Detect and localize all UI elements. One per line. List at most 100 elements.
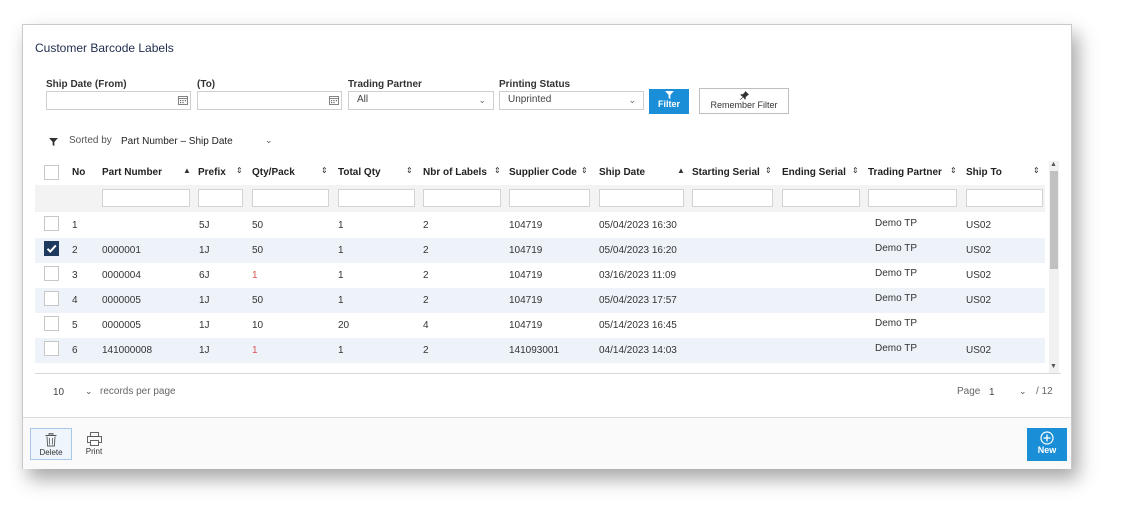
cell-no: 4: [72, 295, 78, 306]
sort-icon[interactable]: ⇕: [765, 166, 772, 175]
row-checkbox[interactable]: [44, 266, 59, 281]
cell-prefix: 1J: [199, 245, 210, 256]
col-nbr-of-labels[interactable]: Nbr of Labels: [423, 167, 487, 178]
sort-asc-icon[interactable]: ▲: [677, 166, 685, 175]
filter-part-number-input[interactable]: [102, 189, 190, 207]
cell-trading-partner: Demo TP: [875, 268, 918, 279]
sort-icon[interactable]: ⇕: [1033, 166, 1040, 175]
cell-supplier-code: 104719: [509, 270, 543, 281]
printer-icon: [86, 432, 102, 446]
sort-icon[interactable]: ⇕: [852, 166, 859, 175]
row-checkbox[interactable]: [44, 216, 59, 231]
col-part-number[interactable]: Part Number: [102, 167, 163, 178]
cell-nbr-labels: 4: [423, 320, 429, 331]
delete-label: Delete: [39, 448, 63, 457]
filter-trading-partner-input[interactable]: [868, 189, 957, 207]
print-label: Print: [85, 447, 103, 456]
col-total-qty[interactable]: Total Qty: [338, 167, 381, 178]
remember-filter-button[interactable]: Remember Filter: [699, 88, 789, 114]
trading-partner-select[interactable]: All ⌄: [348, 91, 494, 110]
cell-qty-pack: 50: [252, 295, 264, 306]
scroll-down-icon[interactable]: ▼: [1050, 363, 1057, 370]
select-all-checkbox[interactable]: [44, 165, 59, 180]
row-checkbox[interactable]: [44, 291, 59, 306]
cell-part-number: 0000004: [102, 270, 141, 281]
ship-date-to-input[interactable]: [197, 91, 342, 110]
new-button[interactable]: New: [1027, 428, 1067, 461]
chevron-down-icon[interactable]: ⌄: [265, 135, 273, 145]
column-filter-row: [35, 185, 1045, 212]
cell-ship-to: US02: [966, 270, 992, 281]
cell-total-qty: 1: [338, 220, 344, 231]
page-size-select[interactable]: 10 ⌄: [53, 386, 93, 398]
filter-qty-pack-input[interactable]: [252, 189, 329, 207]
records-per-page-label: records per page: [100, 386, 176, 397]
sort-icon[interactable]: ⇕: [406, 166, 413, 175]
col-qty-pack[interactable]: Qty/Pack: [252, 167, 295, 178]
filter-button[interactable]: Filter: [649, 89, 689, 114]
cell-supplier-code: 104719: [509, 320, 543, 331]
filter-nbr-labels-input[interactable]: [423, 189, 501, 207]
filter-prefix-input[interactable]: [198, 189, 243, 207]
col-trading-partner[interactable]: Trading Partner: [868, 167, 942, 178]
ship-date-from-input[interactable]: [46, 91, 191, 110]
page-label: Page: [957, 386, 981, 397]
sort-icon[interactable]: ⇕: [950, 166, 957, 175]
filter-total-qty-input[interactable]: [338, 189, 415, 207]
col-prefix[interactable]: Prefix: [198, 167, 226, 178]
col-starting-serial[interactable]: Starting Serial: [692, 167, 760, 178]
calendar-icon[interactable]: [178, 95, 188, 105]
remember-filter-label: Remember Filter: [710, 100, 778, 110]
cell-no: 6: [72, 345, 78, 356]
col-supplier-code[interactable]: Supplier Code: [509, 167, 577, 178]
cell-trading-partner: Demo TP: [875, 293, 918, 304]
delete-button[interactable]: Delete: [30, 428, 72, 460]
col-no[interactable]: No: [72, 167, 86, 178]
cell-trading-partner: Demo TP: [875, 243, 918, 254]
col-ship-date[interactable]: Ship Date: [599, 167, 646, 178]
col-ship-to[interactable]: Ship To: [966, 167, 1002, 178]
sorted-by-value[interactable]: Part Number – Ship Date: [121, 136, 233, 147]
cell-supplier-code: 104719: [509, 220, 543, 231]
scroll-up-icon[interactable]: ▲: [1050, 161, 1057, 168]
cell-ship-date: 05/04/2023 17:57: [599, 295, 677, 306]
sort-icon[interactable]: ⇕: [236, 166, 243, 175]
checkmark-icon: [46, 244, 57, 253]
chevron-down-icon: ⌄: [628, 95, 636, 105]
current-page-input[interactable]: 1 ⌄: [989, 386, 1027, 398]
cell-supplier-code: 104719: [509, 295, 543, 306]
sort-asc-icon[interactable]: ▲: [183, 166, 191, 175]
filter-ship-to-input[interactable]: [966, 189, 1043, 207]
filter-starting-serial-input[interactable]: [692, 189, 773, 207]
cell-nbr-labels: 2: [423, 245, 429, 256]
sort-icon[interactable]: ⇕: [321, 166, 328, 175]
cell-total-qty: 1: [338, 270, 344, 281]
col-ending-serial[interactable]: Ending Serial: [782, 167, 846, 178]
sort-icon[interactable]: ⇕: [494, 166, 501, 175]
calendar-icon[interactable]: [329, 95, 339, 105]
table-scrollbar[interactable]: ▲ ▼: [1049, 161, 1059, 373]
row-checkbox[interactable]: [44, 341, 59, 356]
print-button[interactable]: Print: [73, 428, 115, 460]
table-row[interactable]: 3 0000004 6J 1 1 2 104719 03/16/2023 11:09 Demo …: [35, 263, 1045, 288]
cell-prefix: 1J: [199, 345, 210, 356]
filter-supplier-code-input[interactable]: [509, 189, 590, 207]
chevron-down-icon: ⌄: [85, 386, 93, 396]
cell-prefix: 1J: [199, 295, 210, 306]
pin-icon: [739, 91, 749, 100]
filter-ending-serial-input[interactable]: [782, 189, 860, 207]
cell-part-number: 0000005: [102, 295, 141, 306]
table-row[interactable]: 5 0000005 1J 10 20 4 104719 05/14/2023 16:45 Dem…: [35, 313, 1045, 338]
filter-icon: [49, 138, 58, 146]
row-checkbox[interactable]: [44, 316, 59, 331]
table-row[interactable]: 2 0000001 1J 50 1 2 104719 05/04/2023 16:20 Demo…: [35, 238, 1045, 263]
sort-icon[interactable]: ⇕: [581, 166, 588, 175]
filter-ship-date-input[interactable]: [599, 189, 684, 207]
table-row[interactable]: 1 5J 50 1 2 104719 05/04/2023 16:30 Demo TP US02: [35, 213, 1045, 238]
row-checkbox[interactable]: [44, 241, 59, 256]
table-row[interactable]: 6 141000008 1J 1 1 2 141093001 04/14/2023 14:03…: [35, 338, 1045, 363]
filter-icon: [664, 91, 674, 99]
table-row[interactable]: 4 0000005 1J 50 1 2 104719 05/04/2023 17:57 Demo…: [35, 288, 1045, 313]
scroll-thumb[interactable]: [1050, 171, 1058, 269]
printing-status-select[interactable]: Unprinted ⌄: [499, 91, 644, 110]
